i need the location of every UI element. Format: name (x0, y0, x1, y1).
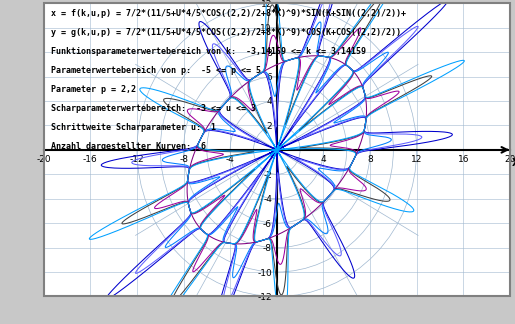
Text: X: X (512, 158, 515, 168)
Text: Anzahl dargestellter Kurven:  6: Anzahl dargestellter Kurven: 6 (46, 142, 206, 151)
Text: Funktionsparameterwertebereich von k:  -3,14159 <= k <= 3,14159: Funktionsparameterwertebereich von k: -3… (46, 47, 366, 56)
Text: Y: Y (284, 0, 291, 2)
Text: Scharparameterwertebereich:  -3 <= u <= 3: Scharparameterwertebereich: -3 <= u <= 3 (46, 104, 256, 113)
Text: Parameter p = 2,2: Parameter p = 2,2 (46, 85, 136, 94)
Text: Parameterwertebereich von p:  -5 <= p <= 5: Parameterwertebereich von p: -5 <= p <= … (46, 66, 261, 75)
Text: Schrittweite Scharparameter u:  1: Schrittweite Scharparameter u: 1 (46, 123, 216, 132)
Text: y = g(k,u,p) = 7/2*(11/5+U*4/5*COS((2,2)/2+8*K)^9)*COS(K+COS((2,2)/2)): y = g(k,u,p) = 7/2*(11/5+U*4/5*COS((2,2)… (46, 28, 401, 37)
Text: x = f(k,u,p) = 7/2*(11/5+U*4/5*COS((2,2)/2+8*K)^9)*SIN(K+SIN((2,2)/2))+: x = f(k,u,p) = 7/2*(11/5+U*4/5*COS((2,2)… (46, 9, 406, 18)
